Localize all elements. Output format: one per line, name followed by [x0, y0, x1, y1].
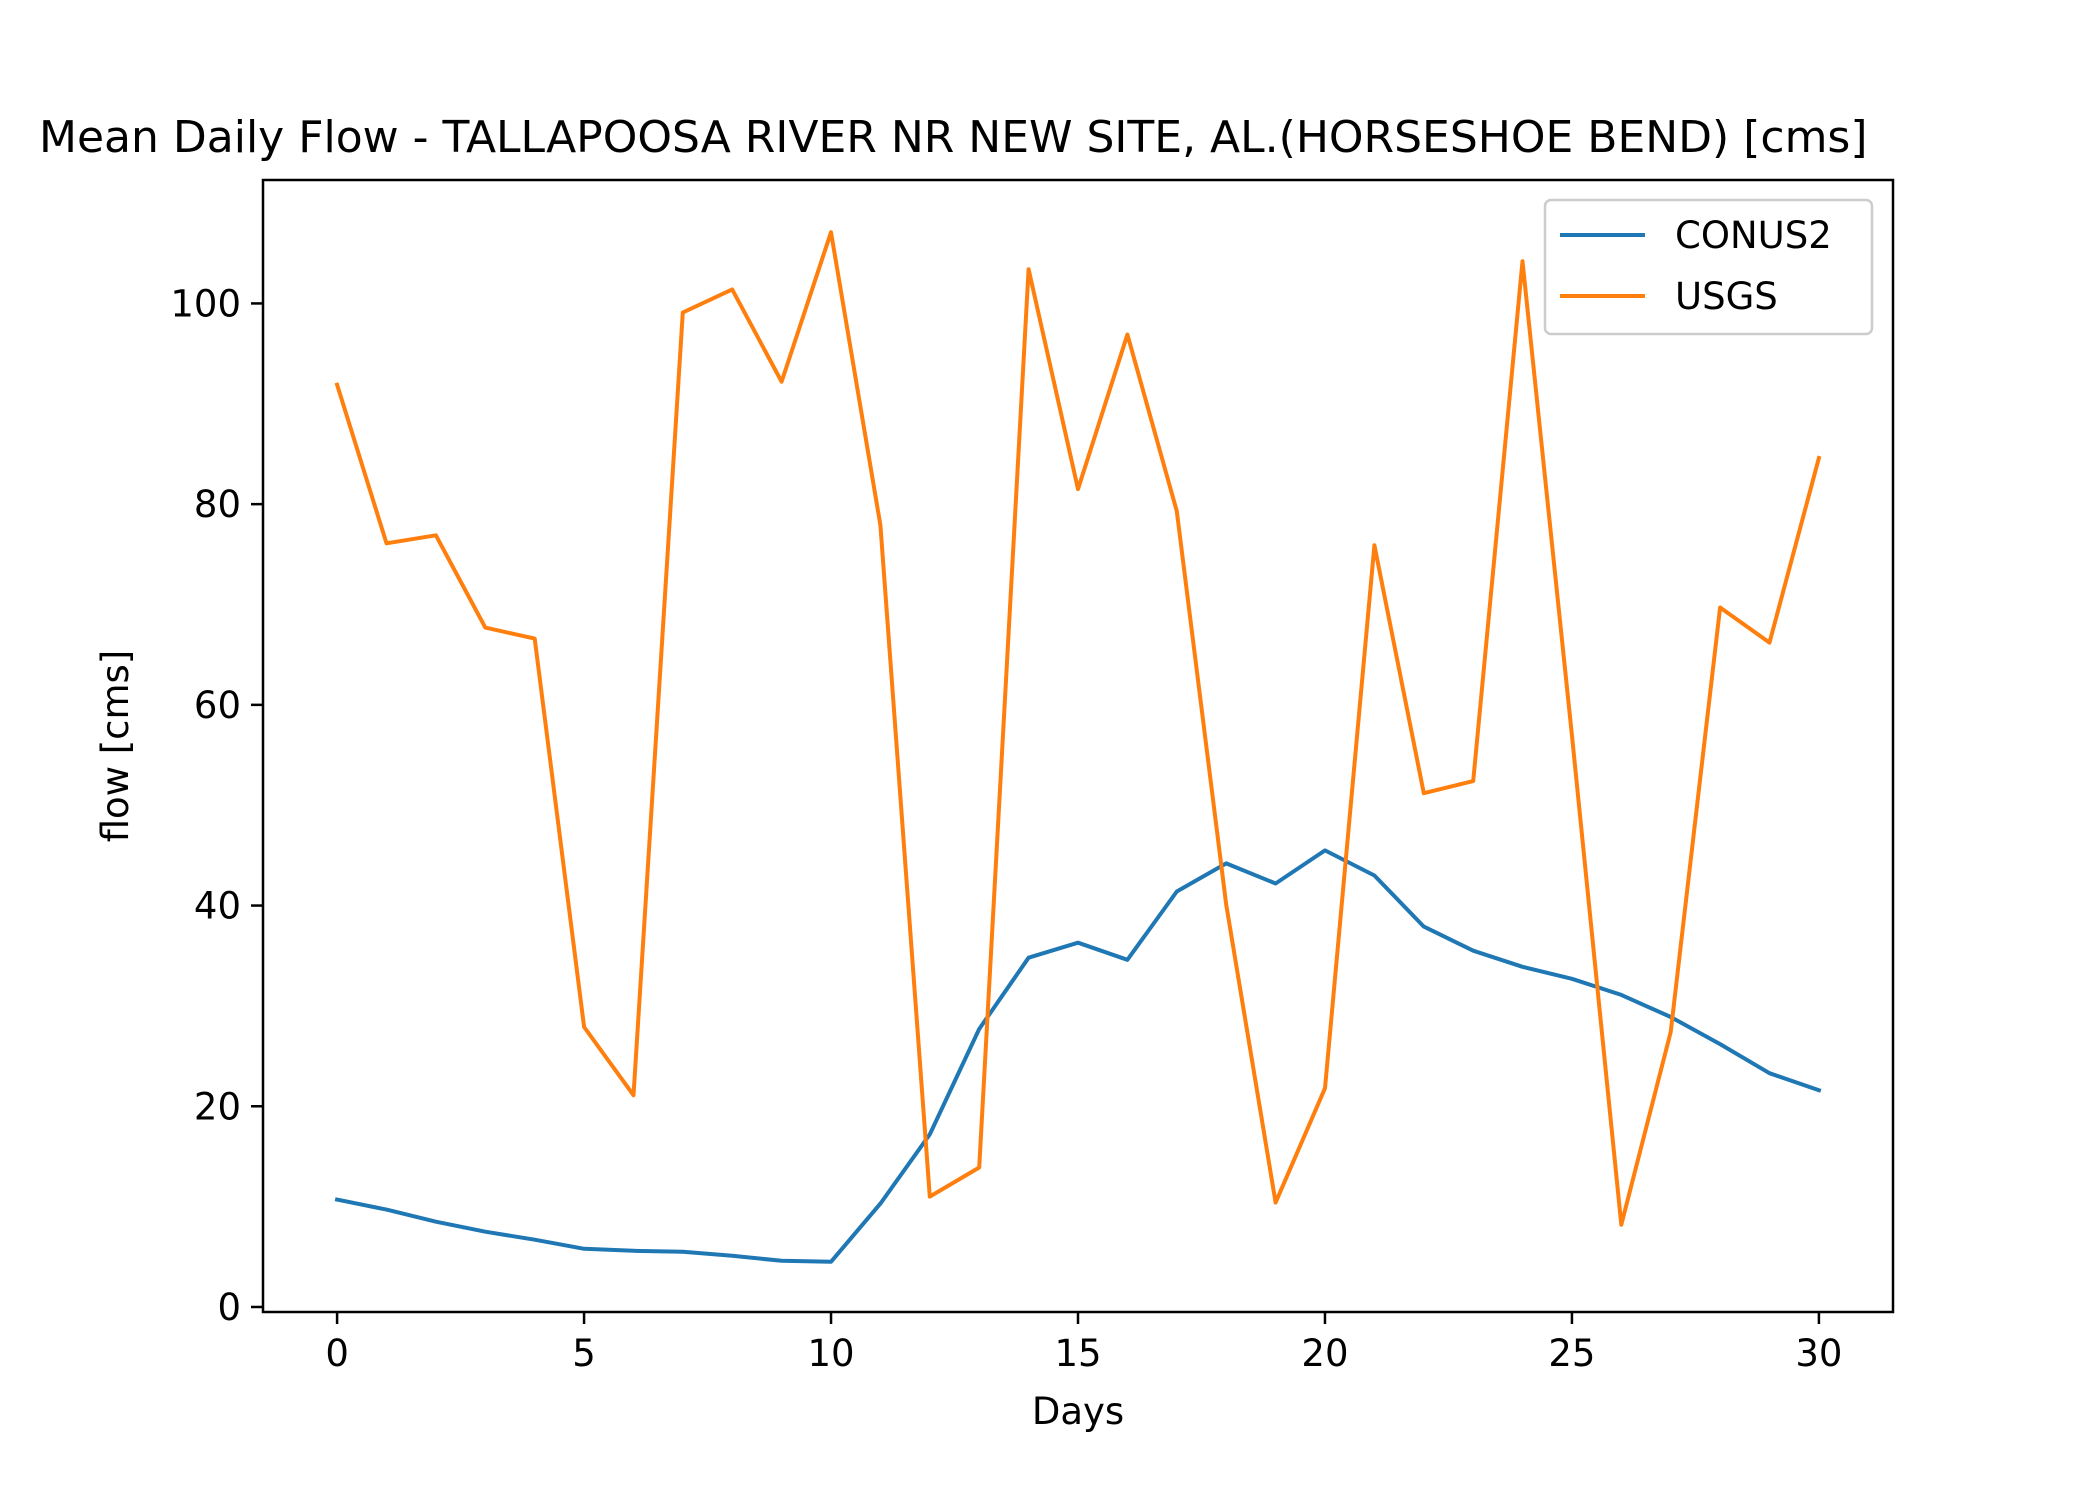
series-line-usgs: [334, 230, 1822, 1227]
y-axis-label: flow [cms]: [94, 650, 137, 843]
x-axis-label: Days: [1032, 1390, 1124, 1433]
y-tick-label: 40: [194, 885, 241, 928]
x-tick-label: 15: [1054, 1332, 1101, 1375]
series-layer: [334, 230, 1822, 1264]
y-tick-label: 80: [194, 483, 241, 526]
legend-label: USGS: [1675, 275, 1778, 318]
legend: CONUS2 USGS: [1543, 198, 1874, 336]
x-tick-label: 5: [572, 1332, 596, 1375]
plot-frame: [261, 178, 1895, 1314]
x-axis: 0 5 10 15 20 25 30: [325, 1312, 1842, 1375]
x-tick-label: 30: [1795, 1332, 1842, 1375]
y-tick-label: 0: [217, 1286, 241, 1329]
y-axis: 0 20 40 60 80 100: [170, 282, 263, 1329]
series-line-conus2: [334, 848, 1822, 1264]
x-tick-label: 0: [325, 1332, 349, 1375]
y-tick-label: 60: [194, 684, 241, 727]
x-tick-label: 25: [1548, 1332, 1595, 1375]
y-tick-label: 100: [170, 282, 241, 325]
x-tick-label: 10: [807, 1332, 854, 1375]
x-tick-label: 20: [1301, 1332, 1348, 1375]
chart-title: Mean Daily Flow - TALLAPOOSA RIVER NR NE…: [39, 112, 1868, 163]
legend-label: CONUS2: [1675, 214, 1832, 257]
y-tick-label: 20: [194, 1085, 241, 1128]
